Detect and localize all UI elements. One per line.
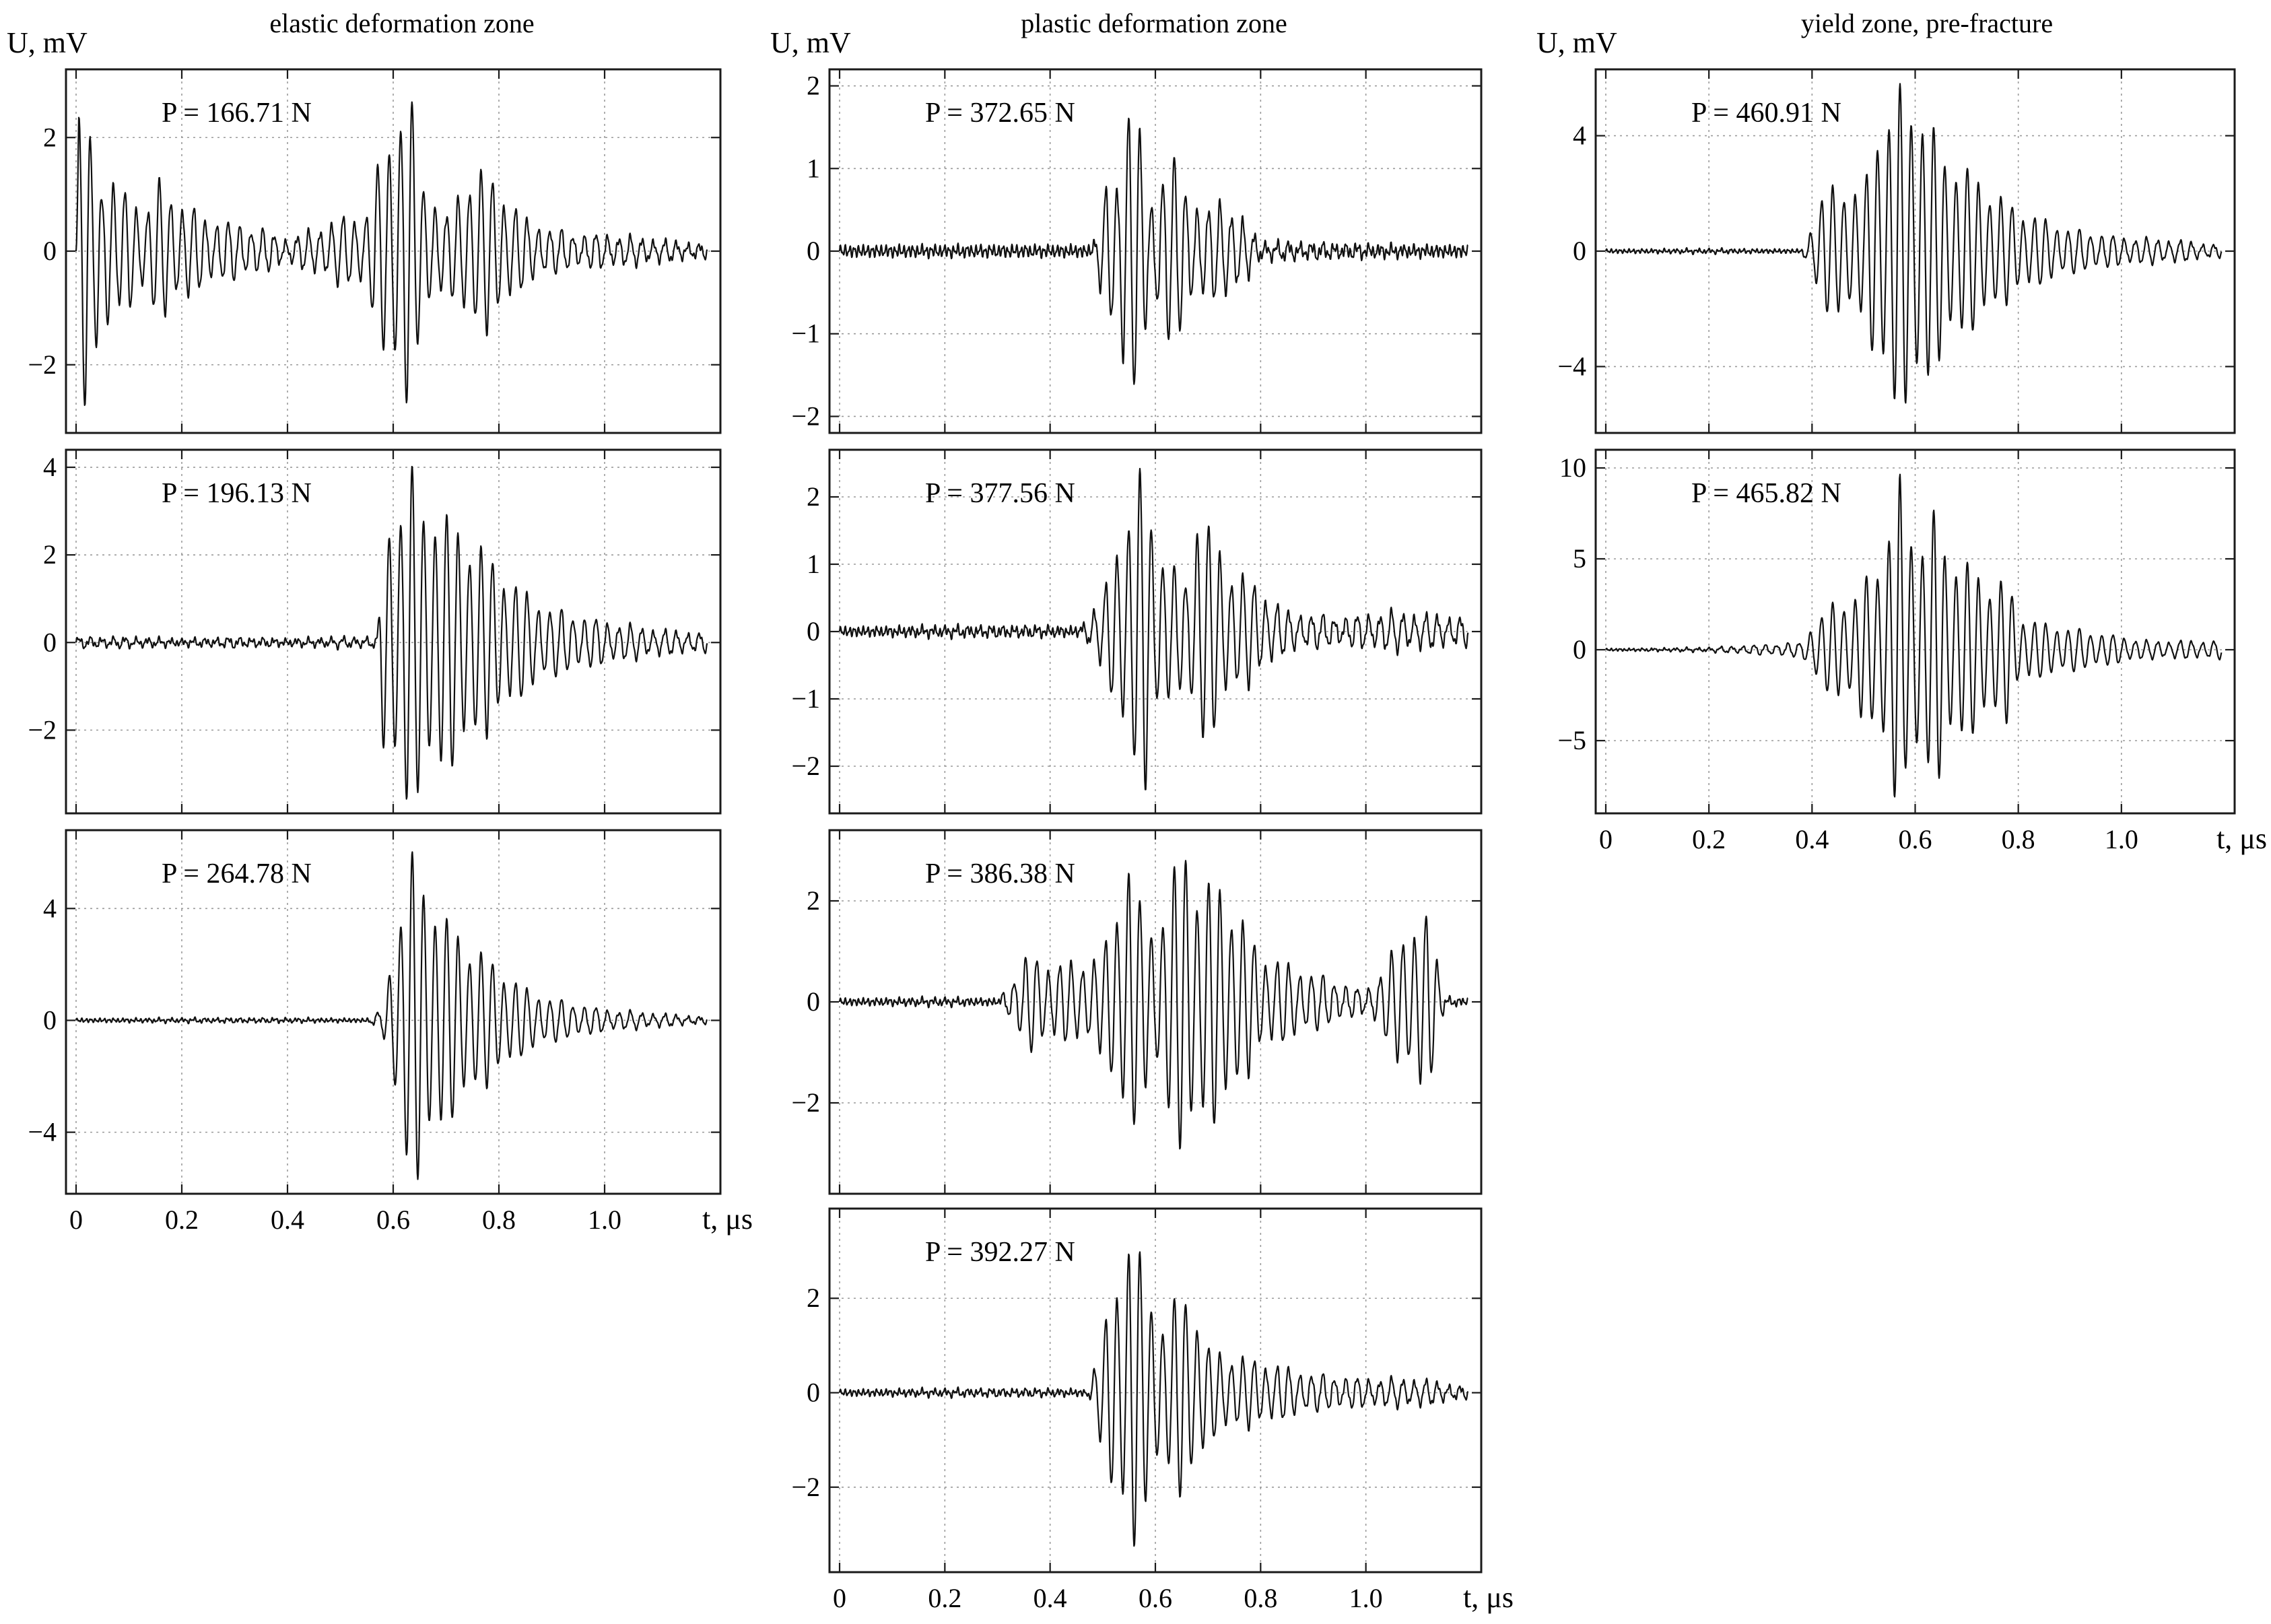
chart-panel: −2 0 2 P = 166.71 N U, mV (7, 26, 722, 434)
y-tick-label: 0 (43, 236, 57, 266)
chart-panel: −2 0 2 P = 392.27 N (791, 1207, 1483, 1574)
y-tick-label: 10 (1559, 452, 1586, 483)
signal-trace (75, 465, 708, 800)
y-tick-label: 5 (1573, 543, 1586, 574)
signal-trace (1604, 83, 2223, 404)
y-axis-unit-label: U, mV (1536, 26, 1617, 59)
x-tick-label: 0.6 (1139, 1583, 1172, 1613)
load-annotation: P = 196.13 N (162, 478, 312, 509)
y-tick-label: 2 (807, 481, 820, 512)
signal-trace (75, 101, 708, 406)
x-tick-label: 1.0 (588, 1205, 621, 1235)
column-title-yield: yield zone, pre-fracture (1801, 8, 2053, 38)
chart-panel: −5 0 5 10 P = 465.82 N (1557, 448, 2236, 815)
y-tick-label: 2 (43, 122, 57, 152)
x-tick-label: 0.4 (1033, 1583, 1067, 1613)
chart-panel: −2 −1 0 1 2 P = 377.56 N (791, 448, 1483, 815)
load-annotation: P = 392.27 N (925, 1237, 1075, 1268)
y-tick-label: 0 (1573, 634, 1586, 665)
signal-trace (1605, 473, 2223, 798)
x-tick-label: 0.4 (1795, 824, 1829, 854)
y-tick-label: −1 (791, 318, 820, 349)
y-tick-label: −1 (791, 683, 820, 714)
x-tick-label: 0.2 (1692, 824, 1726, 854)
y-axis-unit-label: U, mV (7, 26, 88, 59)
column-title-plastic: plastic deformation zone (1021, 8, 1287, 38)
y-tick-label: −2 (791, 1087, 820, 1118)
load-annotation: P = 264.78 N (162, 858, 312, 889)
y-tick-label: 4 (43, 452, 57, 482)
chart-panel: −2 0 2 P = 386.38 N (791, 829, 1483, 1195)
y-tick-label: 2 (43, 539, 57, 570)
y-tick-label: −2 (791, 401, 820, 431)
x-tick-label: 0 (1599, 824, 1613, 854)
signal-trace (75, 851, 708, 1180)
y-tick-label: −5 (1557, 725, 1586, 755)
x-tick-label: 0 (69, 1205, 83, 1235)
y-tick-label: 0 (1573, 236, 1586, 266)
y-tick-label: 0 (43, 1005, 57, 1035)
y-axis-unit-label: U, mV (770, 26, 851, 59)
load-annotation: P = 460.91 N (1691, 98, 1841, 129)
y-tick-label: −2 (28, 349, 57, 380)
y-tick-label: −2 (791, 751, 820, 781)
x-axis-unit-label: t, μs (1463, 1581, 1514, 1614)
chart-panel: −2 −1 0 1 2 P = 372.65 N U, mV (770, 26, 1483, 434)
y-tick-label: 0 (807, 616, 820, 646)
y-tick-label: 1 (807, 153, 820, 183)
panels-group: −2 0 2 P = 166.71 N U, mV −2 0 2 4 P = 196.13 N −4… (7, 26, 2267, 1614)
y-tick-label: 4 (1573, 121, 1586, 151)
load-annotation: P = 465.82 N (1691, 478, 1841, 509)
x-tick-label: 1.0 (1349, 1583, 1383, 1613)
x-tick-label: 0.6 (1899, 824, 1932, 854)
load-annotation: P = 372.65 N (925, 98, 1075, 129)
y-tick-label: −4 (1557, 351, 1586, 381)
x-tick-label: 0.4 (271, 1205, 304, 1235)
y-tick-label: 0 (807, 236, 820, 266)
x-tick-label: 0.6 (376, 1205, 410, 1235)
x-axis-unit-label: t, μs (702, 1203, 753, 1236)
x-tick-label: 0.8 (1244, 1583, 1277, 1613)
x-tick-label: 0.2 (928, 1583, 961, 1613)
signal-trace (838, 467, 1469, 790)
y-tick-label: −2 (28, 714, 57, 745)
y-tick-label: 0 (807, 986, 820, 1017)
x-tick-label: 1.0 (2105, 824, 2138, 854)
y-tick-label: 0 (807, 1378, 820, 1408)
x-tick-label: 0.8 (482, 1205, 516, 1235)
y-tick-label: 2 (807, 885, 820, 916)
y-tick-label: 1 (807, 549, 820, 579)
chart-panel: −4 0 4 P = 264.78 N (28, 829, 722, 1195)
y-tick-label: 0 (43, 627, 57, 657)
x-tick-label: 0.8 (2002, 824, 2035, 854)
signal-trace (838, 860, 1468, 1150)
load-annotation: P = 377.56 N (925, 478, 1075, 509)
y-tick-label: 2 (807, 1283, 820, 1313)
chart-panel: −2 0 2 4 P = 196.13 N (28, 448, 722, 815)
y-tick-label: −4 (28, 1117, 57, 1147)
y-tick-label: −2 (791, 1472, 820, 1502)
x-axis-unit-label: t, μs (2216, 822, 2267, 855)
y-tick-label: 4 (43, 893, 57, 923)
y-tick-label: 2 (807, 71, 820, 101)
x-tick-label: 0.2 (165, 1205, 199, 1235)
column-title-elastic: elastic deformation zone (269, 8, 534, 38)
x-tick-label: 0 (833, 1583, 846, 1613)
load-annotation: P = 386.38 N (925, 858, 1075, 889)
chart-panel: −4 0 4 P = 460.91 N U, mV (1536, 26, 2236, 434)
signal-trace (838, 117, 1468, 385)
signal-trace (838, 1251, 1469, 1547)
load-annotation: P = 166.71 N (162, 98, 312, 129)
